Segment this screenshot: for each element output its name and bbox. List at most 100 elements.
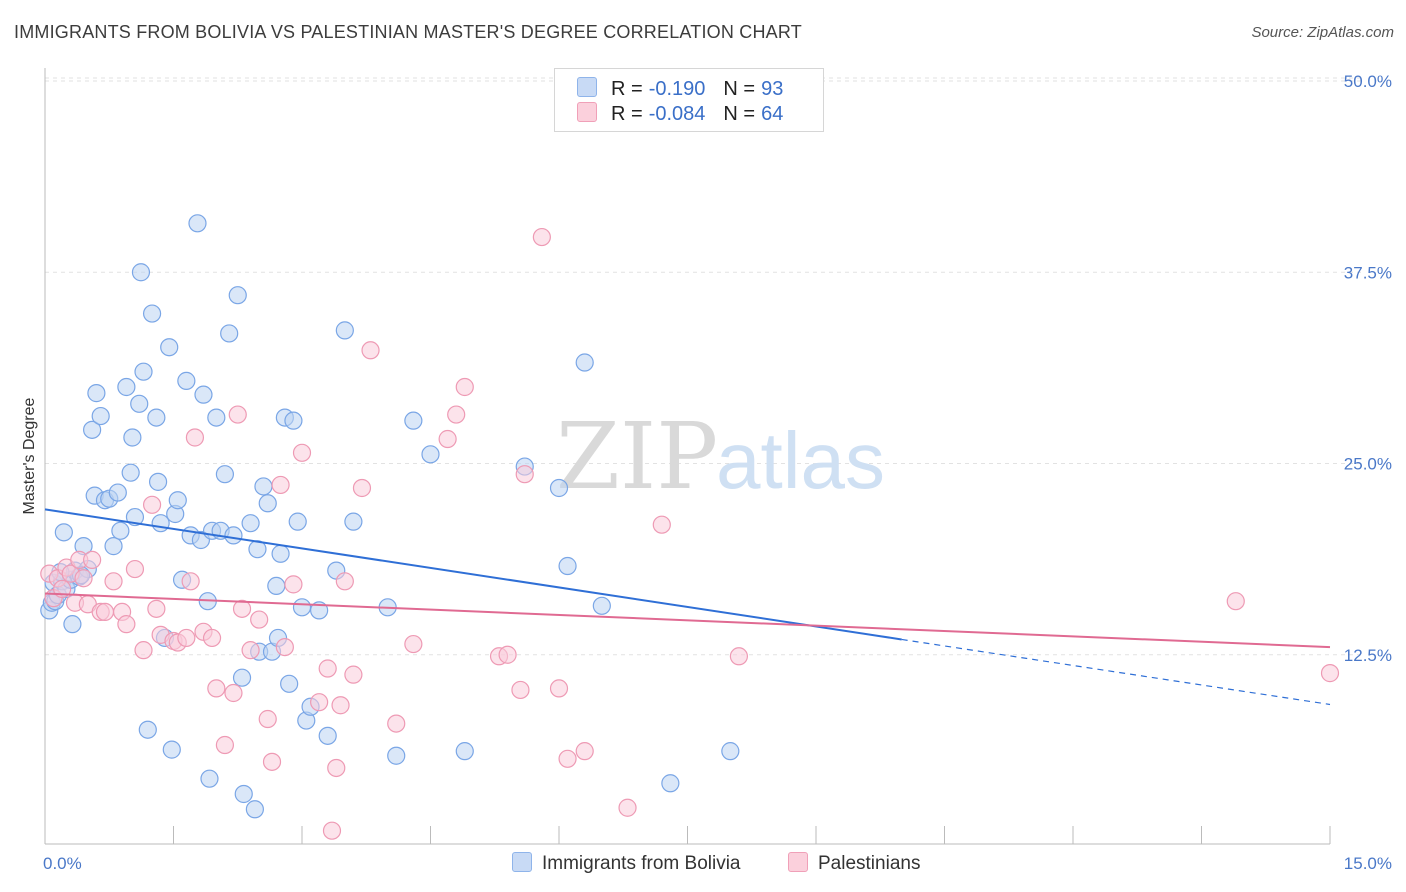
n-label: N =	[723, 103, 756, 125]
legend-label-palestinians: Palestinians	[818, 853, 921, 874]
point-palestinians	[327, 758, 346, 778]
n-value-palestinians: 64	[761, 103, 784, 125]
point-bolivia	[63, 615, 82, 634]
point-bolivia	[318, 726, 337, 745]
axes	[44, 68, 1331, 845]
gridlines	[45, 77, 1365, 656]
point-palestinians	[292, 443, 312, 462]
point-bolivia	[130, 394, 149, 413]
point-palestinians	[652, 515, 671, 534]
legend-item-bolivia: Immigrants from Bolivia	[512, 852, 741, 875]
r-label: R =	[611, 103, 643, 125]
point-bolivia	[335, 321, 354, 340]
point-palestinians	[361, 341, 380, 360]
point-bolivia	[288, 512, 307, 531]
point-bolivia	[254, 477, 273, 496]
point-palestinians	[147, 599, 166, 618]
point-bolivia	[111, 521, 130, 540]
legend-label-bolivia: Immigrants from Bolivia	[542, 853, 741, 874]
point-bolivia	[258, 494, 277, 513]
point-palestinians	[558, 749, 577, 768]
point-palestinians	[284, 575, 303, 594]
point-bolivia	[117, 377, 136, 397]
point-bolivia	[344, 512, 363, 531]
legend-item-palestinians: Palestinians	[788, 852, 920, 875]
point-bolivia	[232, 668, 252, 687]
point-palestinians	[1320, 664, 1340, 683]
point-bolivia	[87, 384, 106, 403]
point-palestinians	[447, 405, 466, 424]
point-palestinians	[532, 227, 551, 247]
point-bolivia	[151, 514, 170, 533]
x-tick-label-start: 0.0%	[43, 854, 82, 873]
point-bolivia	[194, 385, 213, 404]
point-palestinians	[455, 377, 474, 397]
point-bolivia	[142, 304, 162, 323]
source-label: Source: ZipAtlas.com	[1251, 24, 1394, 41]
point-palestinians	[352, 478, 372, 498]
point-palestinians	[549, 679, 569, 698]
point-bolivia	[549, 478, 569, 498]
point-bolivia	[131, 263, 151, 282]
point-bolivia	[245, 800, 264, 819]
point-palestinians	[104, 572, 123, 591]
point-bolivia	[592, 596, 611, 615]
point-palestinians	[1226, 592, 1245, 611]
point-palestinians	[387, 714, 406, 733]
trend-line-palestinians	[44, 592, 1331, 649]
point-bolivia	[123, 428, 142, 447]
watermark: ZIP atlas	[556, 403, 885, 510]
point-bolivia	[220, 324, 239, 343]
point-palestinians	[241, 641, 260, 660]
point-palestinians	[74, 569, 93, 588]
point-bolivia	[215, 465, 234, 484]
point-palestinians	[344, 665, 363, 684]
trend-lines	[44, 508, 1331, 706]
point-bolivia	[168, 491, 187, 510]
point-palestinians	[275, 637, 294, 657]
point-palestinians	[729, 647, 749, 666]
point-bolivia	[267, 576, 286, 596]
point-bolivia	[91, 406, 110, 426]
point-bolivia	[188, 214, 207, 233]
trend-line-bolivia	[44, 508, 902, 641]
r-label: R =	[611, 78, 643, 100]
point-bolivia	[200, 769, 219, 788]
point-palestinians	[498, 645, 517, 664]
point-palestinians	[142, 495, 162, 514]
n-value-bolivia: 93	[761, 78, 784, 100]
point-palestinians	[322, 821, 342, 840]
point-palestinians	[177, 628, 196, 648]
point-bolivia	[280, 674, 299, 693]
point-bolivia	[558, 556, 577, 576]
point-bolivia	[241, 514, 260, 533]
point-palestinians	[515, 465, 534, 484]
watermark-zip: ZIP	[556, 403, 718, 510]
legend-swatch-blue	[512, 852, 532, 872]
point-bolivia	[177, 371, 196, 390]
point-palestinians	[310, 693, 329, 712]
series-palestinians-points	[40, 227, 1340, 840]
point-palestinians	[117, 615, 136, 634]
point-palestinians	[185, 428, 205, 447]
chart-title: IMMIGRANTS FROM BOLIVIA VS PALESTINIAN M…	[14, 22, 802, 42]
point-bolivia	[108, 483, 127, 502]
point-bolivia	[138, 720, 157, 739]
point-palestinians	[618, 798, 637, 817]
point-bolivia	[292, 598, 312, 617]
point-palestinians	[262, 752, 282, 771]
point-bolivia	[125, 507, 145, 527]
point-bolivia	[575, 353, 594, 372]
point-palestinians	[83, 550, 102, 569]
legend-swatch-pink	[577, 102, 597, 122]
point-bolivia	[207, 408, 226, 427]
point-palestinians	[271, 475, 290, 495]
point-palestinians	[258, 709, 277, 729]
point-bolivia	[148, 472, 168, 491]
point-bolivia	[160, 338, 179, 357]
point-bolivia	[234, 784, 253, 804]
point-palestinians	[228, 405, 247, 424]
point-palestinians	[331, 696, 350, 715]
point-bolivia	[404, 411, 423, 430]
